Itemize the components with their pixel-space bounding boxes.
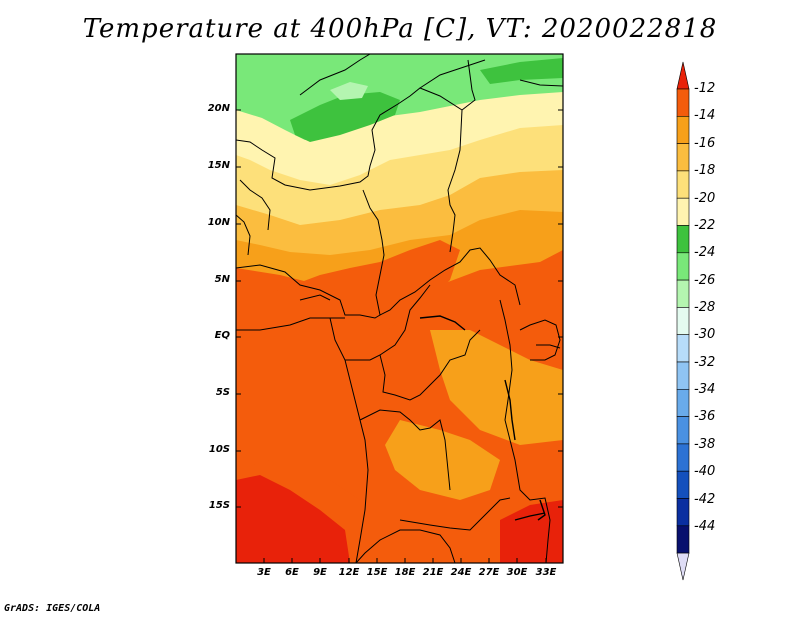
lon-label-3e: 3E: [257, 567, 271, 578]
colorbar-swatch: [676, 334, 690, 363]
band-minus28: [330, 82, 368, 100]
colorbar-swatch: [676, 197, 690, 226]
temperature-field: [236, 54, 563, 563]
colorbar-swatch: [676, 361, 690, 390]
colorbar-swatch: [676, 525, 690, 554]
map-frame: [235, 53, 564, 564]
lon-label-15e: 15E: [366, 567, 388, 578]
colorbar-label: -18: [694, 163, 716, 178]
map-title: Temperature at 400hPa [C], VT: 202002281…: [82, 14, 718, 44]
colorbar-label: -14: [694, 108, 716, 123]
lat-label-5s: 5S: [215, 387, 230, 398]
colorbar-label: -44: [694, 519, 716, 534]
lon-label-12e: 12E: [338, 567, 360, 578]
lat-label-15s: 15S: [208, 500, 230, 511]
colorbar-swatch: [676, 307, 690, 335]
colorbar-swatch: [676, 279, 690, 308]
colorbar-label: -22: [694, 218, 716, 233]
lon-label-6e: 6E: [285, 567, 299, 578]
colorbar-label: -12: [694, 81, 716, 96]
colorbar-label: -38: [694, 437, 716, 452]
colorbar-swatch: [676, 416, 690, 445]
colorbar-label: -26: [694, 273, 716, 288]
lon-label-18e: 18E: [394, 567, 416, 578]
colorbar-label: -32: [694, 355, 716, 370]
colorbar-swatch: [676, 498, 690, 527]
colorbar-swatch: [676, 116, 690, 144]
lon-label-21e: 21E: [422, 567, 444, 578]
colorbar-swatch: [676, 443, 690, 472]
lon-label-30e: 30E: [506, 567, 528, 578]
colorbar-label: -40: [694, 464, 716, 479]
colorbar-label: -30: [694, 327, 716, 342]
colorbar-swatch: [676, 143, 690, 172]
band-minus24-ne: [480, 58, 563, 84]
colorbar-swatch: [676, 470, 690, 499]
band-minus16-east: [430, 330, 563, 445]
colorbar-swatch: [676, 388, 690, 417]
colorbar-swatch: [676, 552, 690, 581]
country-borders: [236, 54, 563, 563]
lat-label-20n: 20N: [207, 103, 230, 114]
colorbar-swatch: [676, 61, 690, 90]
lon-ticks: [263, 558, 547, 563]
lat-label-15n: 15N: [207, 160, 230, 171]
lat-label-10s: 10S: [208, 444, 230, 455]
grads-credit: GrADS: IGES/COLA: [4, 603, 101, 614]
lakes: [419, 315, 546, 521]
colorbar-swatch: [676, 225, 690, 254]
lon-label-9e: 9E: [313, 567, 327, 578]
lat-ticks: [236, 109, 563, 508]
lat-label-eq: EQ: [214, 330, 230, 341]
colorbar-swatch: [676, 252, 690, 281]
colorbar-label: -42: [694, 492, 716, 507]
colorbar-swatch: [676, 170, 690, 199]
band-minus24: [290, 92, 400, 142]
band-minus16-south: [385, 420, 500, 500]
band-minus12-sw: [236, 475, 350, 563]
colorbar-label: -28: [694, 300, 716, 315]
lat-label-10n: 10N: [207, 217, 230, 228]
band-minus14-west: [236, 240, 460, 415]
lon-label-33e: 33E: [535, 567, 557, 578]
colorbar-label: -24: [694, 245, 716, 260]
lat-label-5n: 5N: [214, 274, 230, 285]
colorbar-label: -20: [694, 191, 716, 206]
colorbar-label: -16: [694, 136, 716, 151]
lon-label-24e: 24E: [450, 567, 472, 578]
colorbar-swatch: [676, 88, 690, 117]
colorbar: [676, 61, 690, 581]
colorbar-label: -34: [694, 382, 716, 397]
colorbar-label: -36: [694, 409, 716, 424]
lon-label-27e: 27E: [478, 567, 500, 578]
